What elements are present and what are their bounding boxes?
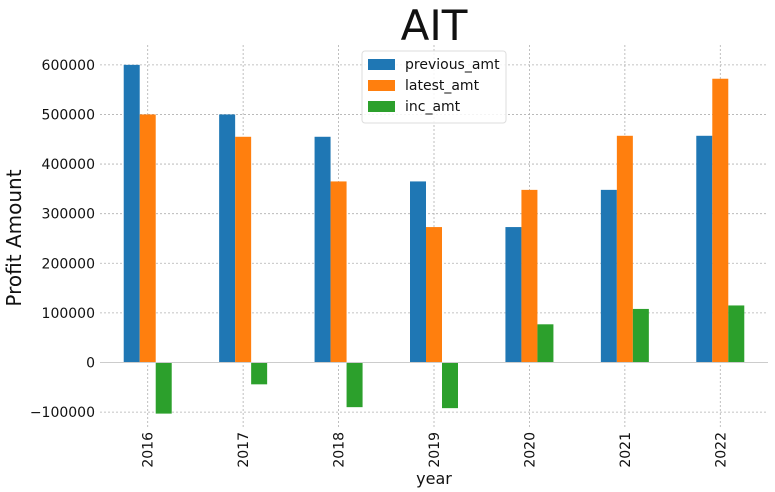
legend-label-previous_amt: previous_amt xyxy=(405,57,500,73)
legend: previous_amt latest_amt inc_amt xyxy=(361,50,507,124)
legend-swatch-previous_amt xyxy=(368,59,395,70)
bar-latest_amt-2016 xyxy=(139,114,156,363)
bar-inc_amt-2016 xyxy=(155,362,172,414)
bar-previous_amt-2016 xyxy=(123,64,140,363)
bar-latest_amt-2021 xyxy=(616,135,633,363)
legend-box xyxy=(361,50,507,124)
x-axis-ticks: 2016 2017 2018 2019 2020 2021 2022 xyxy=(141,432,730,468)
bar-latest_amt-2020 xyxy=(521,189,538,363)
bar-previous_amt-2018 xyxy=(314,136,331,363)
y-tick-label: 500000 xyxy=(42,107,95,123)
x-tick-label: 2021 xyxy=(618,432,634,468)
bar-previous_amt-2021 xyxy=(600,189,617,363)
bar-previous_amt-2020 xyxy=(505,227,522,363)
bar-latest_amt-2019 xyxy=(426,227,442,363)
y-tick-label: 0 xyxy=(86,356,95,372)
bar-inc_amt-2020 xyxy=(537,324,554,363)
x-tick-label: 2022 xyxy=(713,432,729,468)
y-tick-label: 600000 xyxy=(42,58,95,74)
legend-swatch-inc_amt xyxy=(368,101,395,112)
bar-previous_amt-2019 xyxy=(410,181,426,363)
y-tick-label: 300000 xyxy=(42,207,95,223)
y-tick-label: 400000 xyxy=(42,157,95,173)
bar-inc_amt-2018 xyxy=(346,362,363,408)
legend-swatch-latest_amt xyxy=(368,80,395,91)
y-tick-label: 100000 xyxy=(42,306,95,322)
x-tick-label: 2016 xyxy=(141,432,157,468)
bar-inc_amt-2021 xyxy=(632,308,649,363)
bar-series xyxy=(123,64,745,414)
y-axis-ticks: −100000 0 100000 200000 300000 400000 500000 60… xyxy=(30,58,95,421)
bar-latest_amt-2018 xyxy=(330,181,347,363)
x-tick-label: 2019 xyxy=(427,432,443,468)
y-axis-label: Profit Amount xyxy=(2,169,26,306)
x-axis-label: year xyxy=(416,469,452,488)
bar-previous_amt-2017 xyxy=(219,114,236,363)
bar-latest_amt-2017 xyxy=(235,136,252,363)
bar-latest_amt-2022 xyxy=(712,78,729,363)
y-tick-label: 200000 xyxy=(42,256,95,272)
bar-inc_amt-2022 xyxy=(728,305,745,363)
x-tick-label: 2018 xyxy=(332,432,348,468)
bar-inc_amt-2017 xyxy=(251,362,268,385)
legend-label-inc_amt: inc_amt xyxy=(405,99,461,115)
bar-previous_amt-2022 xyxy=(696,135,713,363)
bar-inc_amt-2019 xyxy=(442,362,458,409)
y-tick-label: −100000 xyxy=(30,405,95,421)
x-tick-label: 2017 xyxy=(236,432,252,468)
legend-label-latest_amt: latest_amt xyxy=(405,78,480,94)
chart-title: AIT xyxy=(401,1,468,50)
x-tick-label: 2020 xyxy=(522,432,538,468)
